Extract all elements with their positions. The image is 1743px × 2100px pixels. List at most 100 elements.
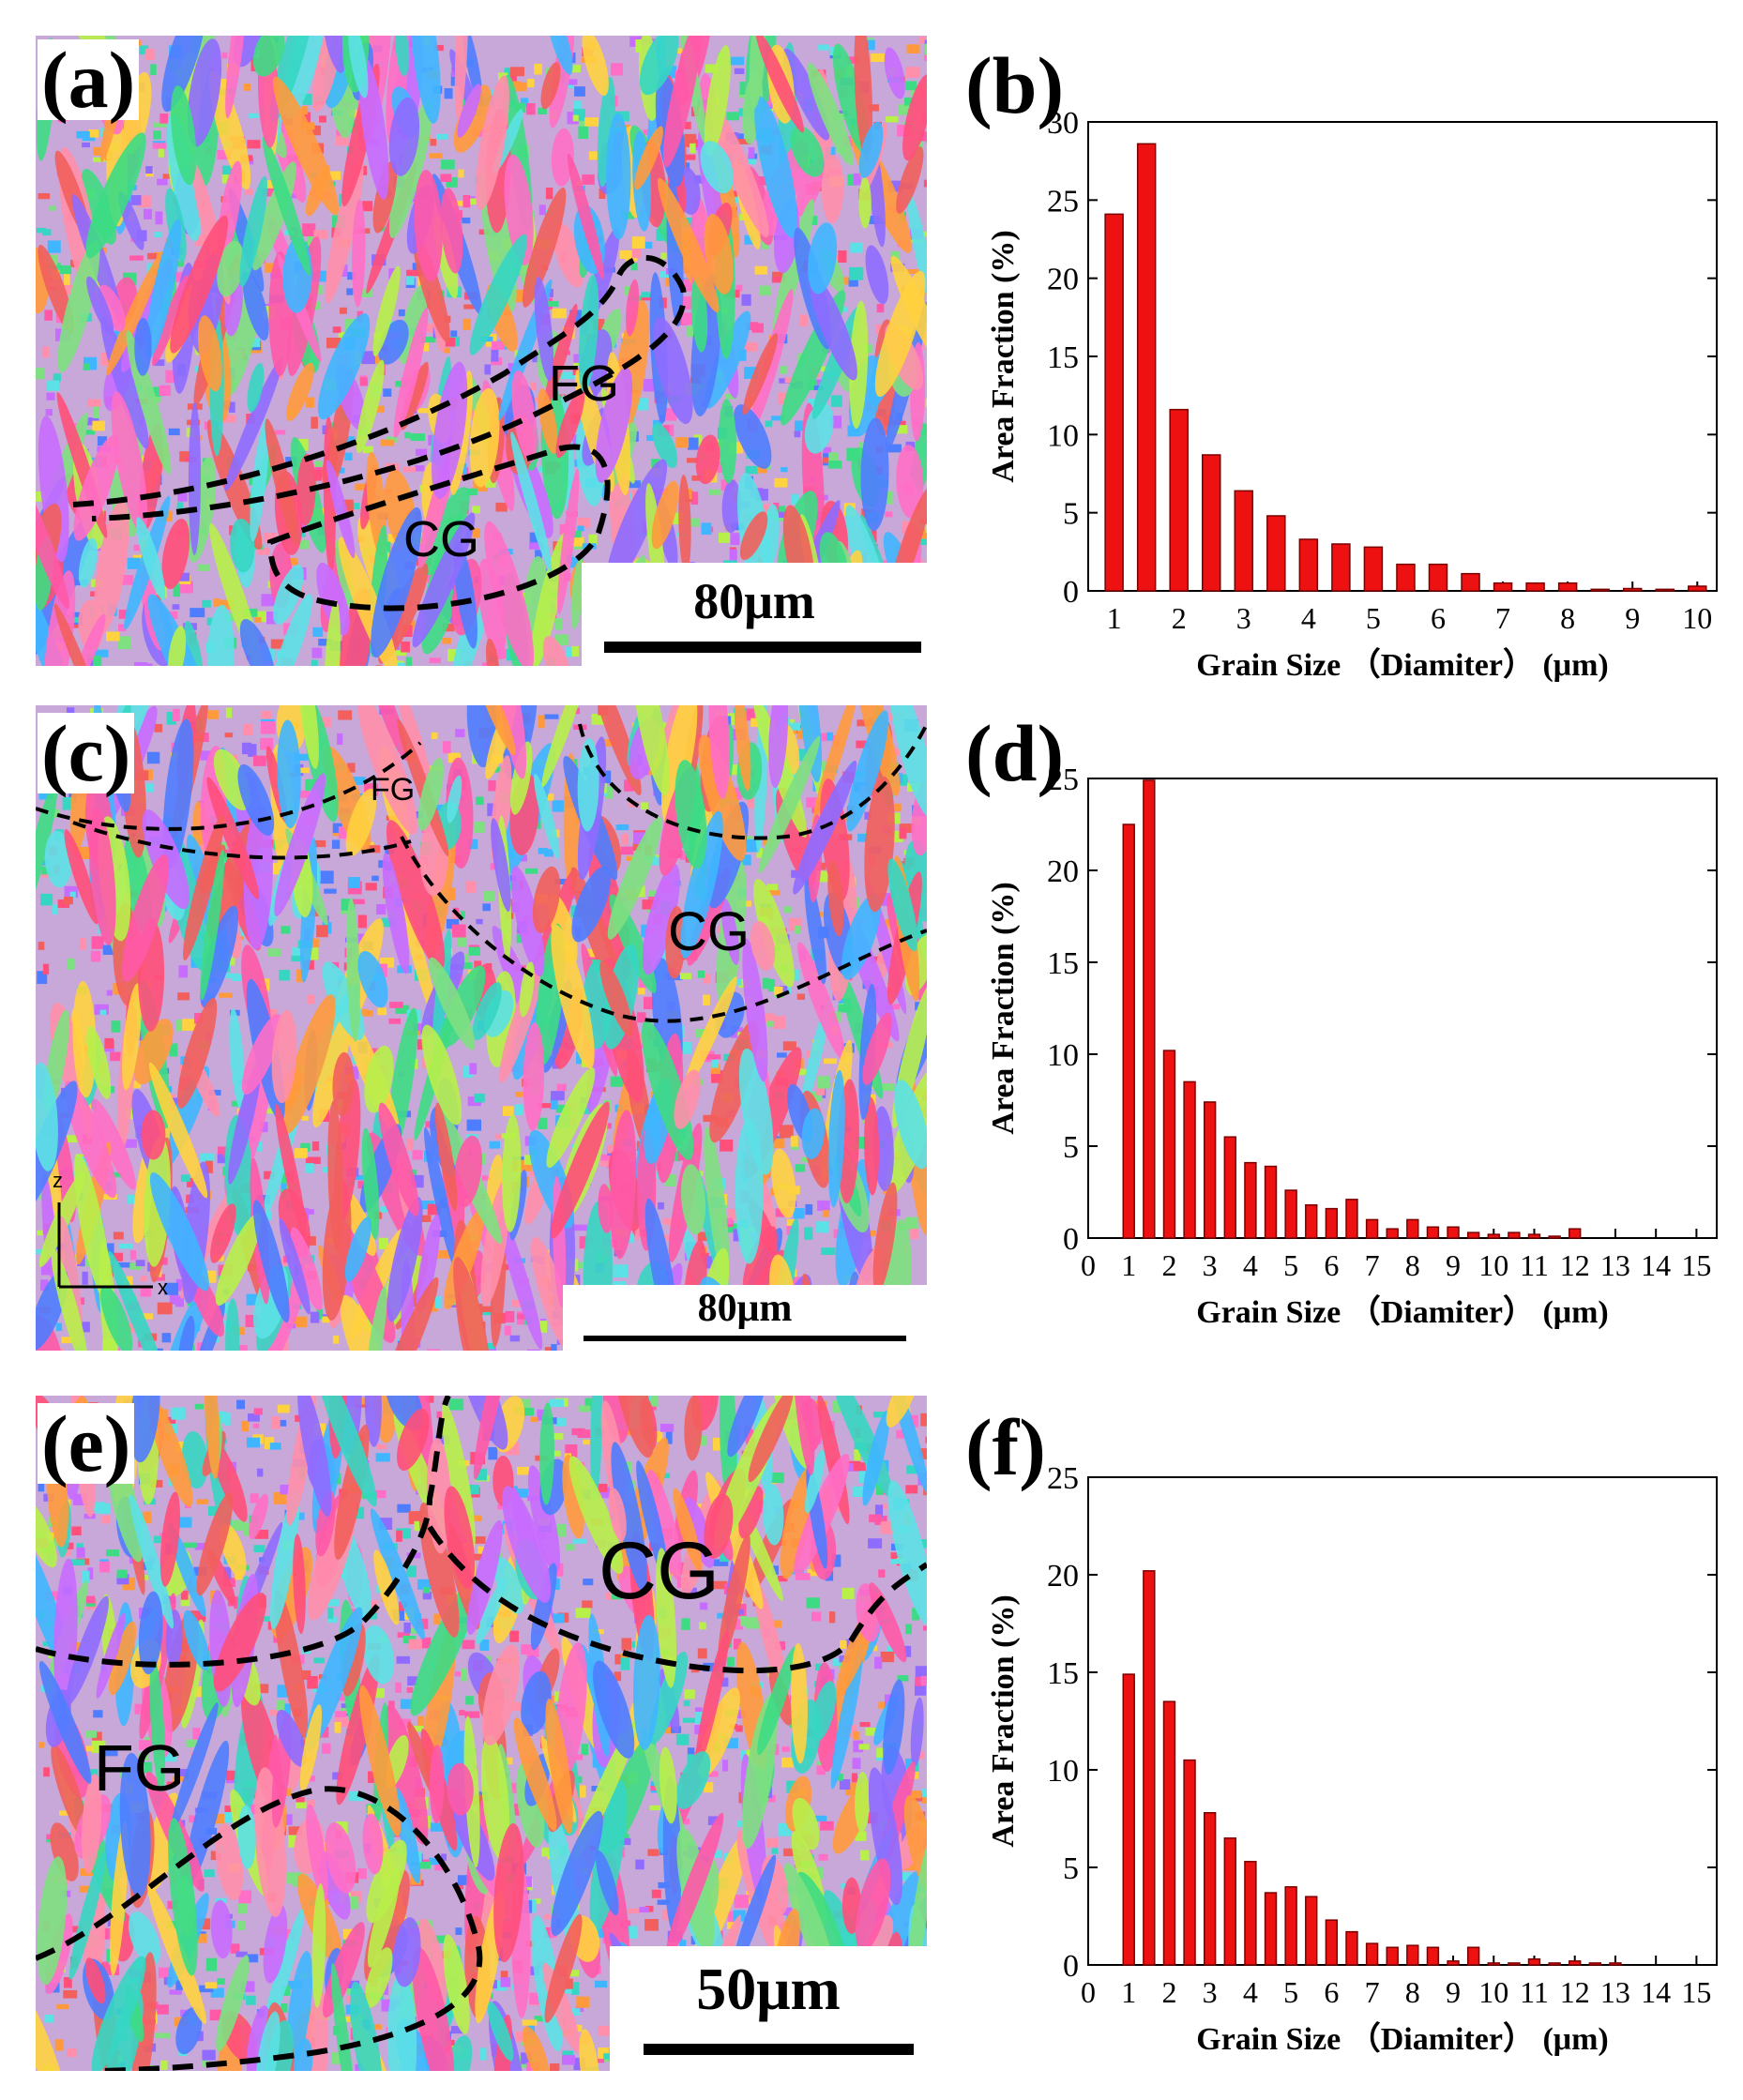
cg-boundary-left xyxy=(36,1396,451,1668)
bar xyxy=(1493,582,1513,592)
x-tick-label: 3 xyxy=(1203,1975,1218,2009)
fg-boundary xyxy=(72,254,687,521)
bar xyxy=(1447,1226,1460,1239)
ebsd-map-a xyxy=(36,36,927,666)
bar xyxy=(1266,515,1286,592)
bar xyxy=(1557,582,1578,592)
cg-boundary-top xyxy=(578,723,927,840)
ebsd-texture-e xyxy=(36,1396,927,2071)
scale-bar-line-e xyxy=(644,2044,914,2055)
ebsd-map-e xyxy=(36,1396,927,2071)
x-axis-label: Grain Size （Diamiter） (μm) xyxy=(1196,646,1608,683)
chart-b: 0 5 10 15 20 25 30 1 2 3 4 5 6 7 8 9 10 Grain Size （Diami… xyxy=(966,103,1735,703)
bar xyxy=(1588,1962,1602,1966)
bar xyxy=(1345,1199,1358,1239)
bar xyxy=(1305,1896,1318,1966)
x-tick-label: 13 xyxy=(1600,1975,1630,2009)
y-tick-label: 5 xyxy=(1063,497,1079,532)
scale-bar-label-a: 80μm xyxy=(693,573,815,629)
x-tick-label: 5 xyxy=(1283,1248,1298,1282)
bar xyxy=(1428,563,1448,592)
x-tick-label: 6 xyxy=(1324,1248,1339,1282)
x-tick-label: 3 xyxy=(1236,601,1251,635)
x-tick-label: 14 xyxy=(1641,1248,1671,1282)
fg-boundary-lower xyxy=(72,821,412,860)
bar xyxy=(1396,563,1416,592)
bar xyxy=(1183,1759,1196,1966)
y-tick-label: 25 xyxy=(1047,1461,1079,1496)
x-tick-label: 12 xyxy=(1560,1975,1590,2009)
bar xyxy=(1143,779,1156,1239)
y-tick-label: 0 xyxy=(1063,1949,1079,1984)
x-tick-label: 14 xyxy=(1641,1975,1671,2009)
bar xyxy=(1298,538,1319,592)
bar xyxy=(1590,588,1610,592)
x-tick-label: 7 xyxy=(1365,1248,1380,1282)
x-tick-label: 0 xyxy=(1081,1975,1096,2009)
bar xyxy=(1244,1861,1257,1966)
bar xyxy=(1406,1944,1419,1966)
x-tick-label: 15 xyxy=(1681,1248,1711,1282)
x-tick-label: 3 xyxy=(1203,1248,1218,1282)
panel-label-d: (d) xyxy=(962,713,1069,793)
x-tick-label: 5 xyxy=(1366,601,1381,635)
y-tick-label: 15 xyxy=(1047,340,1079,375)
bar xyxy=(1162,1700,1176,1966)
x-tick-label: 6 xyxy=(1431,601,1446,635)
axis-label-x: x xyxy=(158,1276,168,1299)
x-tick-label: 11 xyxy=(1520,1975,1549,2009)
bar xyxy=(1363,546,1384,592)
scale-bar-label-c: 80μm xyxy=(697,1287,793,1330)
fg-boundary xyxy=(36,741,422,831)
bar xyxy=(1622,587,1643,592)
bar xyxy=(1365,1942,1379,1966)
chart-d: 0 5 10 15 20 25 0 1 2 3 4 5 6 7 8 9 10 11 12 13 14 15 Grain Si… xyxy=(966,760,1735,1351)
y-tick-label: 30 xyxy=(1047,106,1079,141)
bar xyxy=(1264,1892,1278,1966)
bar xyxy=(1466,1946,1480,1966)
bar xyxy=(1525,582,1545,592)
bar xyxy=(1487,1233,1500,1239)
x-tick-label: 1 xyxy=(1121,1248,1136,1282)
y-tick-label: 10 xyxy=(1047,1754,1079,1789)
y-tick-label: 20 xyxy=(1047,1559,1079,1594)
cg-boundary xyxy=(266,444,611,612)
bar xyxy=(1305,1203,1318,1239)
x-tick-label: 11 xyxy=(1520,1248,1549,1282)
plot-frame xyxy=(1087,778,1718,1239)
bar xyxy=(1234,490,1254,592)
bar xyxy=(1104,213,1124,592)
x-tick-label: 8 xyxy=(1560,601,1575,635)
scale-bar-c: 80μm xyxy=(563,1285,927,1351)
plot-frame xyxy=(1087,1476,1718,1966)
x-tick-label: 6 xyxy=(1324,1975,1339,2009)
bar xyxy=(1406,1218,1419,1239)
cg-boundary xyxy=(427,1525,927,1674)
x-tick-label: 8 xyxy=(1405,1975,1420,2009)
bar xyxy=(1284,1189,1297,1239)
x-tick-label: 4 xyxy=(1243,1248,1258,1282)
x-tick-label: 5 xyxy=(1283,1975,1298,2009)
x-axis-label: Grain Size （Diamiter） (μm) xyxy=(1196,1293,1608,1330)
x-tick-label: 9 xyxy=(1446,1975,1461,2009)
chart-svg-b: 0 5 10 15 20 25 30 1 2 3 4 5 6 7 8 9 10 Grain Size （Diami… xyxy=(986,106,1718,683)
region-label-cg-a: CG xyxy=(403,511,479,567)
x-tick-label: 2 xyxy=(1161,1975,1176,2009)
y-tick-label: 25 xyxy=(1047,763,1079,797)
bar xyxy=(1447,1960,1460,1966)
grain-layer xyxy=(36,36,927,666)
bar xyxy=(1143,1570,1156,1966)
bar xyxy=(1548,1235,1561,1239)
ebsd-texture-a xyxy=(36,36,927,666)
bar xyxy=(1365,1218,1379,1239)
bar xyxy=(1325,1919,1339,1966)
scale-bar-a: 80μm xyxy=(582,563,927,666)
x-tick-label: 15 xyxy=(1681,1975,1711,2009)
region-label-fg-e: FG xyxy=(94,1731,186,1805)
y-tick-label: 25 xyxy=(1047,184,1079,219)
y-tick-label: 10 xyxy=(1047,1038,1079,1073)
bar xyxy=(1527,1233,1541,1239)
bar xyxy=(1487,1962,1500,1966)
